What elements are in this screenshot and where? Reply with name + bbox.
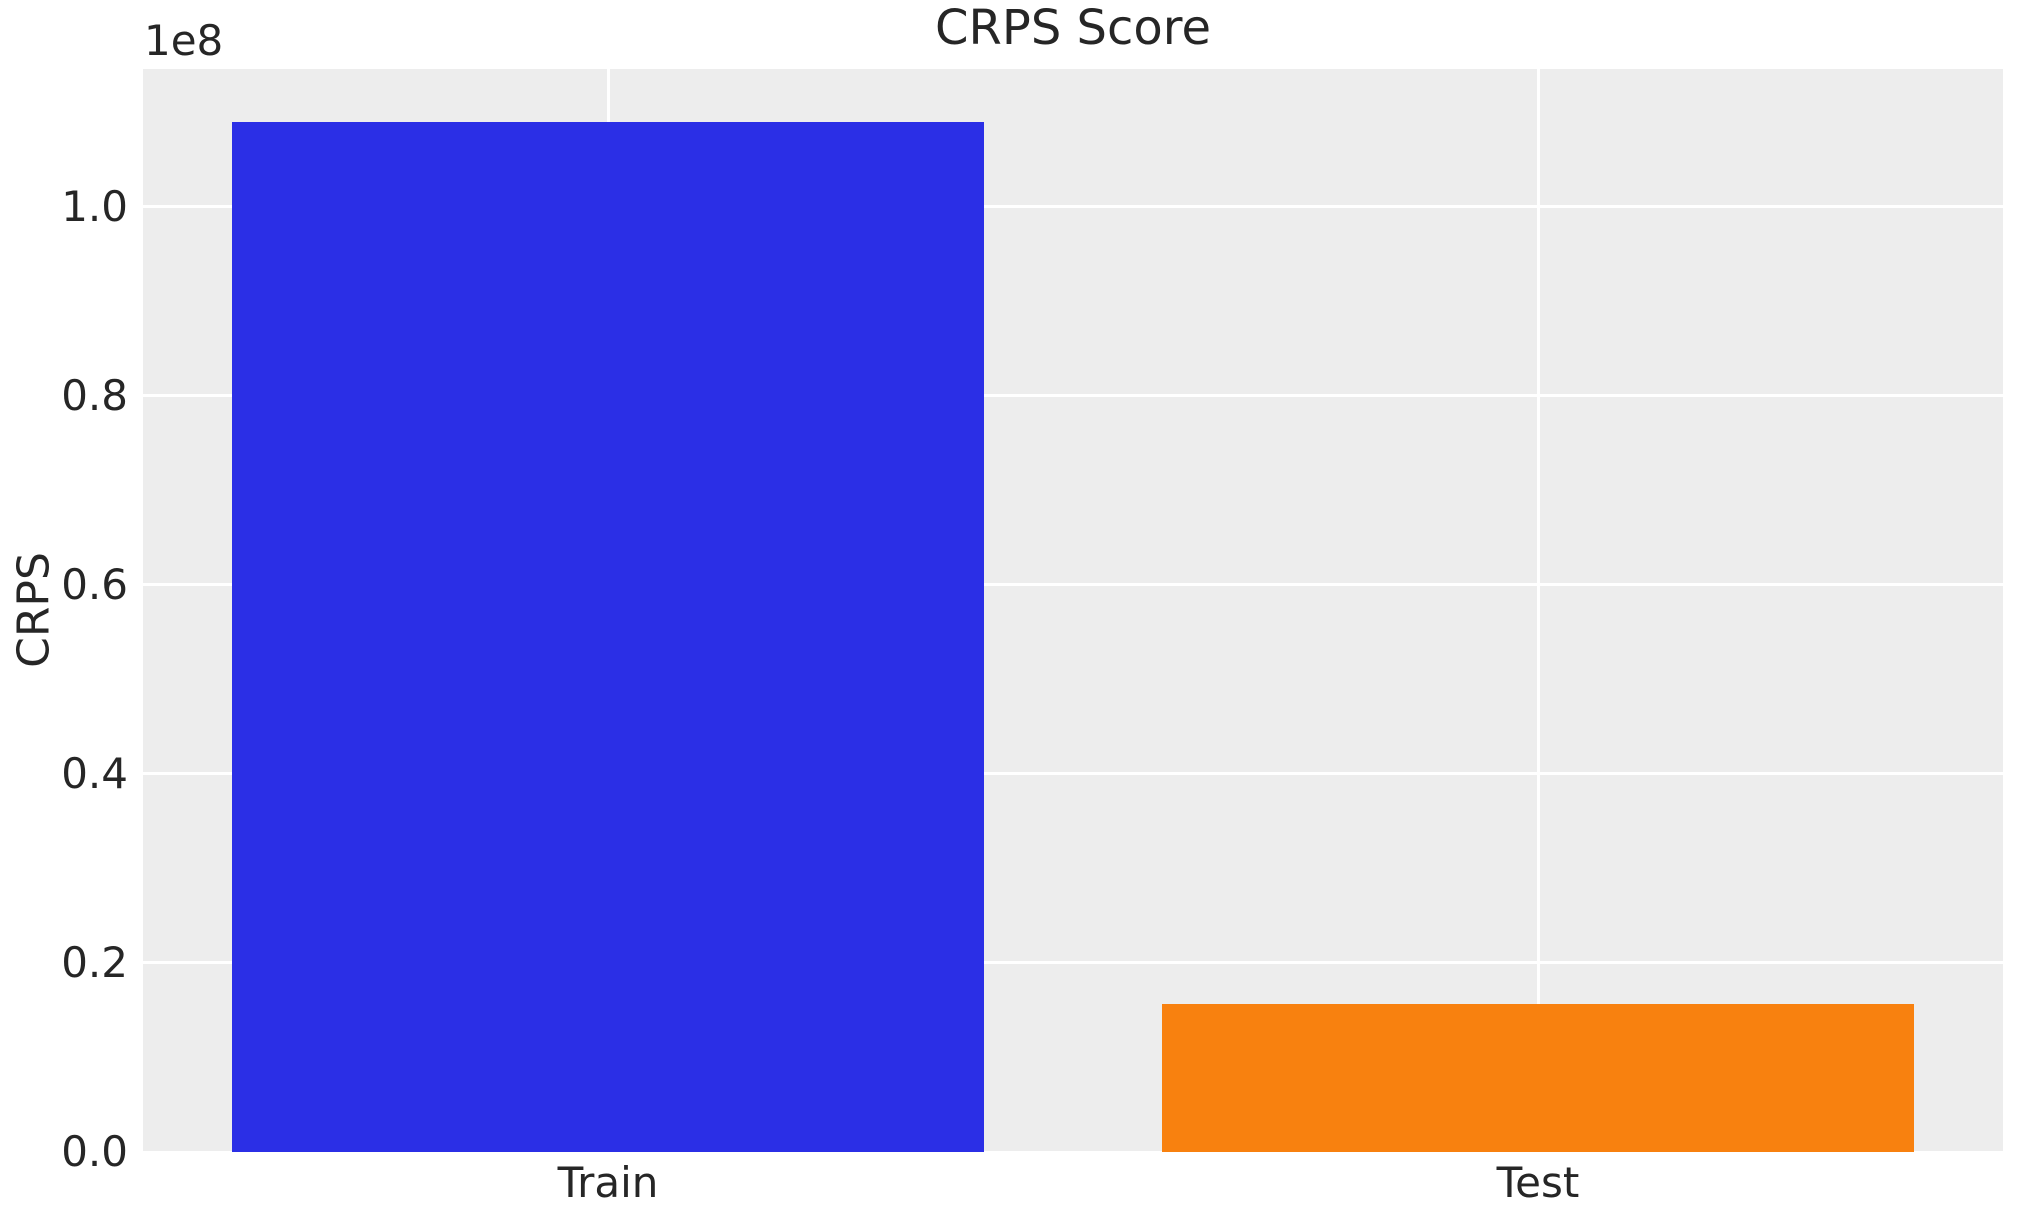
y-tick-label: 1.0 (61, 181, 128, 231)
y-gridline (143, 394, 2003, 398)
y-axis-offset-label: 1e8 (144, 16, 224, 65)
y-tick-label: 0.8 (61, 370, 128, 420)
x-gridline (1536, 69, 1540, 1152)
y-gridline (143, 772, 2003, 776)
y-tick-label: 0.0 (61, 1127, 128, 1176)
y-tick-label: 0.6 (61, 559, 128, 609)
y-gridline (143, 961, 2003, 965)
bar-test (1162, 1003, 1914, 1152)
chart-title: CRPS Score (935, 0, 1211, 56)
bar-train (232, 121, 984, 1152)
plot-area (143, 69, 2003, 1152)
x-tick-label-train: Train (557, 1158, 659, 1207)
y-gridline (143, 1150, 2003, 1152)
y-tick-label: 0.2 (61, 937, 128, 987)
x-tick-label-test: Test (1496, 1158, 1580, 1207)
y-gridline (143, 205, 2003, 209)
y-gridline (143, 583, 2003, 587)
y-tick-label: 0.4 (61, 748, 128, 798)
